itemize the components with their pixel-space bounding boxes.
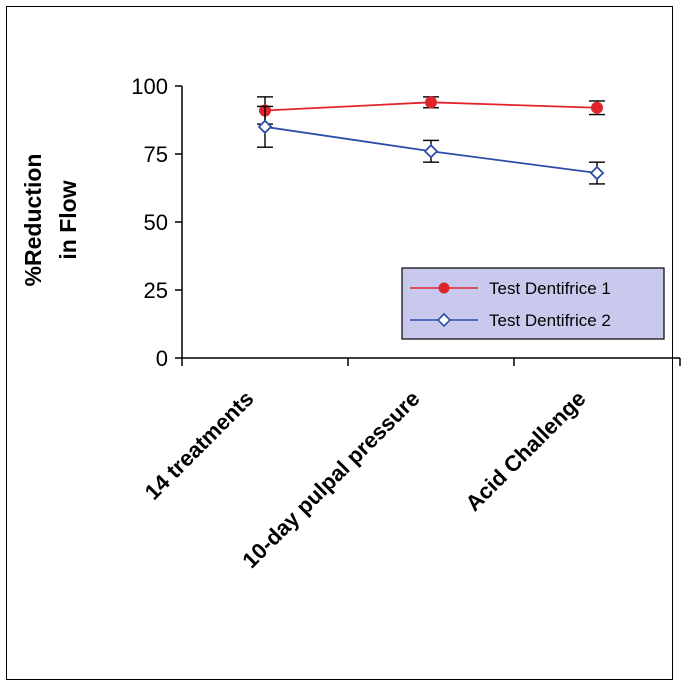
legend: Test Dentifrice 1 Test Dentifrice 2 — [401, 267, 665, 340]
y-tick-label: 75 — [144, 142, 168, 167]
y-tick-label: 25 — [144, 278, 168, 303]
x-category-label: 10-day pulpal pressure — [237, 386, 424, 573]
legend-label-series-2: Test Dentifrice 2 — [489, 311, 611, 330]
x-category-label: 14 treatments — [140, 386, 259, 505]
y-axis-title-line-1: %Reduction — [20, 154, 46, 287]
y-axis-title-line-2: in Flow — [55, 180, 81, 259]
y-tick-label: 100 — [131, 74, 168, 99]
legend-marker-series-2 — [436, 312, 452, 328]
legend-box — [401, 267, 665, 340]
legend-label-series-1: Test Dentifrice 1 — [489, 279, 611, 298]
chart-frame — [6, 6, 673, 680]
series-2-point — [589, 165, 605, 181]
series-1-point — [591, 101, 603, 114]
series-1-point — [425, 96, 437, 109]
legend-marker-series-1 — [438, 282, 450, 294]
y-tick-label: 50 — [144, 210, 168, 235]
series-2-point — [423, 144, 439, 159]
series-2-point — [257, 119, 273, 135]
y-tick-label: 0 — [156, 346, 168, 371]
x-category-label: Acid Challenge — [460, 386, 590, 516]
